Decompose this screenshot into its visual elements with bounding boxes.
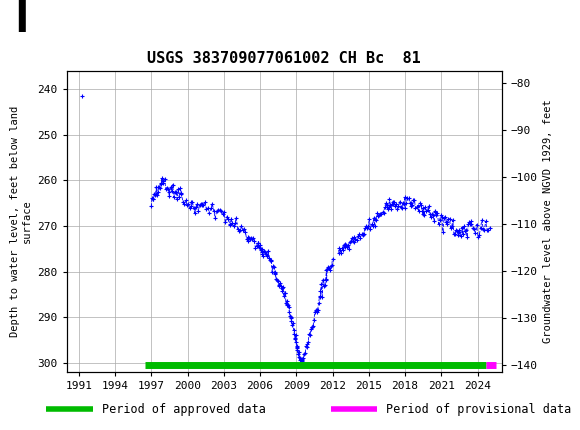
Y-axis label: Groundwater level above NGVD 1929, feet: Groundwater level above NGVD 1929, feet — [543, 100, 553, 343]
Title: USGS 383709077061002 CH Bc  81: USGS 383709077061002 CH Bc 81 — [147, 51, 421, 66]
Bar — [26, 85, 32, 279]
Bar — [19, 0, 25, 53]
Text: USGS: USGS — [38, 6, 98, 26]
Bar — [26, 0, 32, 53]
Y-axis label: Depth to water level, feet below land
surface: Depth to water level, feet below land su… — [10, 106, 32, 337]
Text: Period of approved data: Period of approved data — [102, 403, 266, 416]
Bar — [19, 85, 25, 279]
Bar — [12, 85, 18, 279]
Bar — [12, 0, 18, 53]
Text: Period of provisional data: Period of provisional data — [386, 403, 571, 416]
